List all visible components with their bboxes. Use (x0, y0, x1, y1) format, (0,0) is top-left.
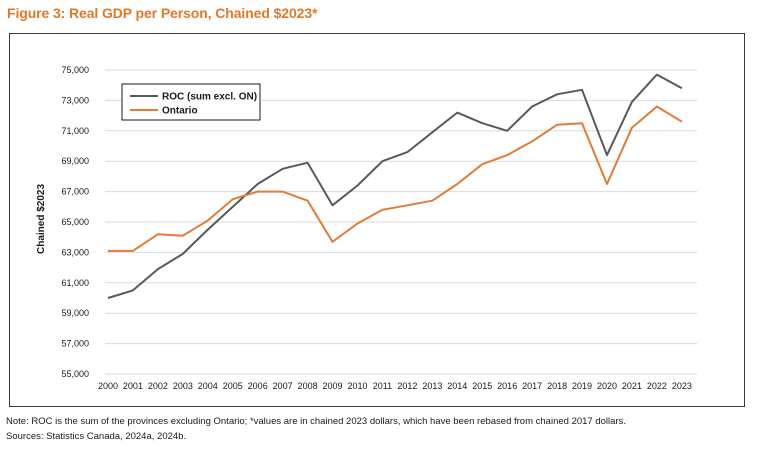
legend-label-ontario: Ontario (162, 106, 198, 117)
y-axis-title: Chained $2023 (36, 184, 47, 254)
y-tick-label: 57,000 (61, 339, 89, 349)
y-tick-label: 75,000 (61, 65, 89, 75)
x-tick-label: 2014 (447, 381, 467, 391)
x-tick-label: 2015 (472, 381, 492, 391)
note-text: Note: ROC is the sum of the provinces ex… (6, 416, 626, 427)
y-tick-label: 61,000 (61, 278, 89, 288)
x-tick-label: 2006 (248, 381, 268, 391)
x-tick-label: 2009 (323, 381, 343, 391)
legend-label-roc: ROC (sum excl. ON) (162, 92, 257, 103)
series-lines (107, 73, 683, 299)
x-tick-label: 2002 (148, 381, 168, 391)
y-tick-label: 67,000 (61, 187, 89, 197)
x-tick-label: 2013 (422, 381, 442, 391)
x-tick-label: 2017 (522, 381, 542, 391)
series-line-ontario (108, 105, 683, 252)
x-tick-label: 2019 (572, 381, 592, 391)
y-tick-label: 55,000 (61, 369, 89, 379)
sources-text: Sources: Statistics Canada, 2024a, 2024b… (6, 431, 187, 442)
x-tick-label: 2023 (672, 381, 692, 391)
y-axis-ticks: 55,000 57,000 59,000 61,000 63,000 65,000 67,0… (61, 65, 89, 379)
x-tick-label: 2020 (597, 381, 617, 391)
y-tick-label: 73,000 (61, 95, 89, 105)
x-axis-ticks: 2000 2001 2002 2003 2004 2005 2006 2007 2008 2009… (98, 381, 692, 391)
y-tick-label: 63,000 (61, 247, 89, 257)
legend: ROC (sum excl. ON) Ontario (121, 83, 261, 121)
x-tick-label: 2004 (198, 381, 218, 391)
x-tick-label: 2010 (347, 381, 367, 391)
x-tick-label: 2001 (123, 381, 143, 391)
y-tick-label: 69,000 (61, 156, 89, 166)
chart-frame (9, 33, 745, 407)
x-tick-label: 2008 (298, 381, 318, 391)
y-tick-label: 65,000 (61, 217, 89, 227)
x-tick-label: 2022 (647, 381, 667, 391)
x-tick-label: 2012 (397, 381, 417, 391)
x-tick-label: 2021 (622, 381, 642, 391)
x-tick-label: 2003 (173, 381, 193, 391)
y-tick-label: 59,000 (61, 308, 89, 318)
x-tick-label: 2005 (223, 381, 243, 391)
x-tick-label: 2011 (373, 381, 392, 391)
x-tick-label: 2018 (547, 381, 567, 391)
y-tick-label: 71,000 (61, 126, 89, 136)
series-line-roc (107, 73, 683, 299)
grid-lines (105, 69, 697, 375)
x-tick-label: 2000 (98, 381, 118, 391)
chart-notes: Note: ROC is the sum of the provinces ex… (6, 414, 626, 444)
x-tick-label: 2016 (497, 381, 517, 391)
figure-title: Figure 3: Real GDP per Person, Chained $… (7, 5, 318, 21)
legend-box (121, 83, 261, 121)
x-tick-label: 2007 (273, 381, 293, 391)
